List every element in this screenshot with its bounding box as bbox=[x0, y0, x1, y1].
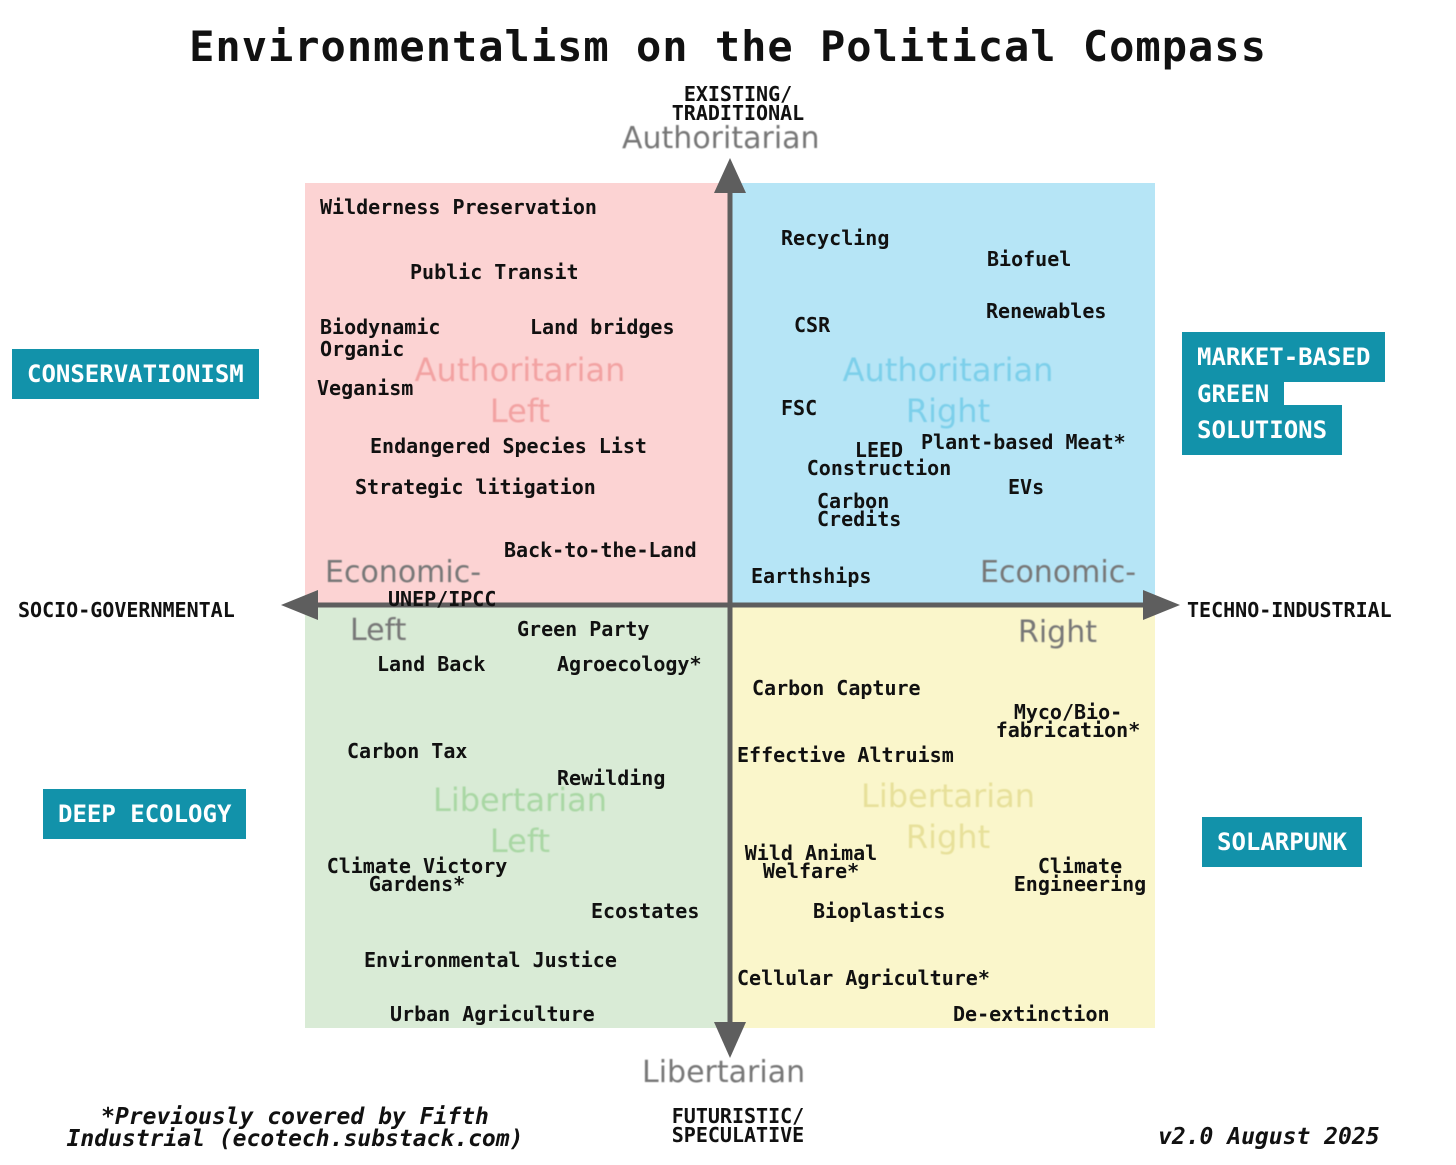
item-strategic-litigation: Strategic litigation bbox=[355, 475, 596, 499]
item-csr: CSR bbox=[794, 313, 831, 337]
watermark-libertarian-left: Libertarian Left bbox=[433, 781, 607, 860]
item-land-bridges: Land bridges bbox=[530, 315, 675, 339]
page-title: Environmentalism on the Political Compas… bbox=[189, 22, 1267, 71]
item-carbon-credits: Carbon Credits bbox=[817, 489, 902, 531]
item-wild-animal-welfare: Wild Animal Welfare* bbox=[744, 841, 878, 883]
item-carbon-tax: Carbon Tax bbox=[347, 739, 468, 763]
quadrant-libertarian-left bbox=[305, 605, 730, 1028]
item-plant-based-meat: Plant-based Meat* bbox=[921, 430, 1126, 454]
item-back-to-the-land: Back-to-the-Land bbox=[504, 538, 697, 562]
badge-deep-ecology: DEEP ECOLOGY bbox=[43, 789, 247, 839]
item-public-transit: Public Transit bbox=[410, 260, 579, 284]
watermark-authoritarian-right: Authoritarian Right bbox=[842, 351, 1054, 430]
axis-right-label: TECHNO-INDUSTRIAL bbox=[1187, 598, 1392, 622]
item-leed-construction: LEED Construction bbox=[806, 438, 952, 480]
item-bioplastics: Bioplastics bbox=[813, 899, 946, 923]
badge-market-based-green-solutions: MARKET-BASED GREEN SOLUTIONS bbox=[1182, 332, 1386, 455]
item-agroecology: Agroecology* bbox=[557, 652, 702, 676]
item-rewilding: Rewilding bbox=[557, 766, 666, 790]
arrow-down-icon bbox=[714, 1022, 746, 1058]
item-wilderness-preservation: Wilderness Preservation bbox=[320, 195, 597, 219]
version-label: v2.0 August 2025 bbox=[1158, 1124, 1380, 1150]
watermark-libertarian-right: Libertarian Right bbox=[861, 777, 1035, 856]
item-earthships: Earthships bbox=[751, 564, 872, 588]
item-veganism: Veganism bbox=[317, 376, 414, 400]
badge-conservationism: CONSERVATIONISM bbox=[12, 349, 259, 399]
arrow-right-icon bbox=[1143, 590, 1180, 620]
item-climate-victory-gardens: Climate Victory Gardens* bbox=[326, 854, 508, 896]
quadrant-libertarian-right bbox=[730, 605, 1155, 1028]
item-endangered-species-list: Endangered Species List bbox=[370, 434, 647, 458]
item-fsc: FSC bbox=[781, 396, 818, 420]
item-environmental-justice: Environmental Justice bbox=[364, 948, 617, 972]
econ-left-word-2: Left bbox=[350, 613, 407, 648]
item-cellular-agriculture: Cellular Agriculture* bbox=[737, 966, 990, 990]
item-unep-ipcc: UNEP/IPCC bbox=[388, 587, 497, 611]
item-biodynamic-organic: Biodynamic Organic bbox=[320, 315, 441, 361]
item-renewables: Renewables bbox=[986, 299, 1107, 323]
axis-top-word: Authoritarian bbox=[622, 121, 820, 156]
item-green-party: Green Party bbox=[517, 617, 650, 641]
item-urban-agriculture: Urban Agriculture bbox=[390, 1002, 595, 1026]
axis-bottom-word: Libertarian bbox=[642, 1055, 806, 1090]
axis-bottom-label: FUTURISTIC/ SPECULATIVE bbox=[671, 1104, 805, 1147]
arrow-left-icon bbox=[281, 590, 318, 620]
item-myco-biofabrication: Myco/Bio- fabrication* bbox=[995, 700, 1141, 742]
item-ecostates: Ecostates bbox=[591, 899, 700, 923]
item-effective-altruism: Effective Altruism bbox=[737, 743, 954, 767]
item-land-back: Land Back bbox=[377, 652, 486, 676]
econ-right-word-2: Right bbox=[1018, 615, 1097, 650]
axis-top-label: EXISTING/ TRADITIONAL bbox=[671, 82, 805, 125]
watermark-authoritarian-left: Authoritarian Left bbox=[414, 351, 626, 430]
quadrant-authoritarian-left bbox=[305, 183, 730, 605]
item-evs: EVs bbox=[1008, 475, 1045, 499]
footnote: *Previously covered by Fifth Industrial … bbox=[66, 1104, 524, 1152]
badge-solarpunk: SOLARPUNK bbox=[1202, 817, 1363, 867]
item-biofuel: Biofuel bbox=[987, 247, 1072, 271]
item-carbon-capture: Carbon Capture bbox=[752, 676, 921, 700]
arrow-up-icon bbox=[714, 158, 746, 193]
item-climate-engineering: Climate Engineering bbox=[1013, 854, 1147, 896]
axis-left-label: SOCIO-GOVERNMENTAL bbox=[18, 598, 235, 622]
quadrant-authoritarian-right bbox=[730, 183, 1155, 605]
item-de-extinction: De-extinction bbox=[953, 1002, 1110, 1026]
econ-left-word-1: Economic- bbox=[325, 555, 482, 590]
econ-right-word-1: Economic- bbox=[980, 555, 1137, 590]
item-recycling: Recycling bbox=[781, 226, 890, 250]
